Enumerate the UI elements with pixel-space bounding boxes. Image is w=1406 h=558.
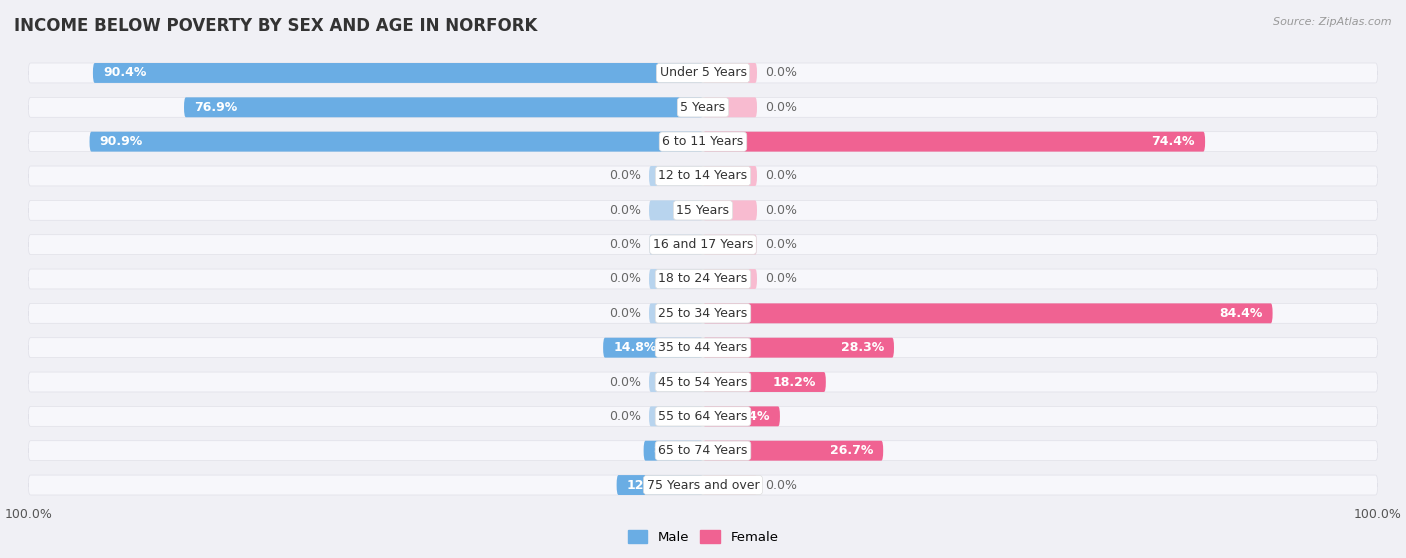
Text: 18.2%: 18.2% bbox=[772, 376, 815, 388]
Text: 25 to 34 Years: 25 to 34 Years bbox=[658, 307, 748, 320]
FancyBboxPatch shape bbox=[650, 372, 703, 392]
Text: 84.4%: 84.4% bbox=[1219, 307, 1263, 320]
Text: 0.0%: 0.0% bbox=[609, 307, 641, 320]
FancyBboxPatch shape bbox=[28, 132, 1378, 152]
FancyBboxPatch shape bbox=[28, 269, 1378, 289]
FancyBboxPatch shape bbox=[28, 304, 1378, 323]
Text: 65 to 74 Years: 65 to 74 Years bbox=[658, 444, 748, 457]
Text: Under 5 Years: Under 5 Years bbox=[659, 66, 747, 79]
FancyBboxPatch shape bbox=[650, 304, 703, 323]
Text: Source: ZipAtlas.com: Source: ZipAtlas.com bbox=[1274, 17, 1392, 27]
Text: 90.4%: 90.4% bbox=[103, 66, 146, 79]
Text: 16 and 17 Years: 16 and 17 Years bbox=[652, 238, 754, 251]
FancyBboxPatch shape bbox=[28, 63, 1378, 83]
Text: 15 Years: 15 Years bbox=[676, 204, 730, 217]
FancyBboxPatch shape bbox=[28, 372, 1378, 392]
FancyBboxPatch shape bbox=[703, 475, 756, 495]
Text: 6 to 11 Years: 6 to 11 Years bbox=[662, 135, 744, 148]
FancyBboxPatch shape bbox=[28, 338, 1378, 358]
FancyBboxPatch shape bbox=[28, 406, 1378, 426]
FancyBboxPatch shape bbox=[28, 200, 1378, 220]
Text: 74.4%: 74.4% bbox=[1152, 135, 1195, 148]
Text: 0.0%: 0.0% bbox=[765, 101, 797, 114]
FancyBboxPatch shape bbox=[28, 475, 1378, 495]
FancyBboxPatch shape bbox=[650, 269, 703, 289]
FancyBboxPatch shape bbox=[703, 97, 756, 117]
FancyBboxPatch shape bbox=[650, 200, 703, 220]
Text: 0.0%: 0.0% bbox=[765, 204, 797, 217]
FancyBboxPatch shape bbox=[650, 235, 703, 254]
Text: 11.4%: 11.4% bbox=[727, 410, 770, 423]
Text: 12.8%: 12.8% bbox=[627, 479, 671, 492]
Legend: Male, Female: Male, Female bbox=[623, 525, 783, 549]
Text: 0.0%: 0.0% bbox=[765, 170, 797, 182]
Text: 0.0%: 0.0% bbox=[609, 410, 641, 423]
Text: 0.0%: 0.0% bbox=[609, 272, 641, 286]
FancyBboxPatch shape bbox=[703, 441, 883, 461]
FancyBboxPatch shape bbox=[184, 97, 703, 117]
FancyBboxPatch shape bbox=[28, 235, 1378, 254]
FancyBboxPatch shape bbox=[28, 166, 1378, 186]
FancyBboxPatch shape bbox=[703, 304, 1272, 323]
FancyBboxPatch shape bbox=[703, 269, 756, 289]
Text: 18 to 24 Years: 18 to 24 Years bbox=[658, 272, 748, 286]
Text: 35 to 44 Years: 35 to 44 Years bbox=[658, 341, 748, 354]
Text: INCOME BELOW POVERTY BY SEX AND AGE IN NORFORK: INCOME BELOW POVERTY BY SEX AND AGE IN N… bbox=[14, 17, 537, 35]
Text: 0.0%: 0.0% bbox=[765, 66, 797, 79]
FancyBboxPatch shape bbox=[644, 441, 703, 461]
Text: 26.7%: 26.7% bbox=[830, 444, 873, 457]
Text: 0.0%: 0.0% bbox=[609, 170, 641, 182]
Text: 76.9%: 76.9% bbox=[194, 101, 238, 114]
Text: 0.0%: 0.0% bbox=[765, 479, 797, 492]
FancyBboxPatch shape bbox=[703, 63, 756, 83]
FancyBboxPatch shape bbox=[93, 63, 703, 83]
FancyBboxPatch shape bbox=[703, 200, 756, 220]
Text: 0.0%: 0.0% bbox=[609, 204, 641, 217]
Text: 75 Years and over: 75 Years and over bbox=[647, 479, 759, 492]
FancyBboxPatch shape bbox=[703, 166, 756, 186]
Text: 5 Years: 5 Years bbox=[681, 101, 725, 114]
Text: 28.3%: 28.3% bbox=[841, 341, 884, 354]
FancyBboxPatch shape bbox=[28, 441, 1378, 461]
Text: 0.0%: 0.0% bbox=[609, 238, 641, 251]
FancyBboxPatch shape bbox=[90, 132, 703, 152]
FancyBboxPatch shape bbox=[703, 132, 1205, 152]
Text: 8.8%: 8.8% bbox=[654, 444, 688, 457]
FancyBboxPatch shape bbox=[617, 475, 703, 495]
Text: 0.0%: 0.0% bbox=[609, 376, 641, 388]
Text: 90.9%: 90.9% bbox=[100, 135, 143, 148]
FancyBboxPatch shape bbox=[603, 338, 703, 358]
FancyBboxPatch shape bbox=[28, 97, 1378, 117]
Text: 14.8%: 14.8% bbox=[613, 341, 657, 354]
FancyBboxPatch shape bbox=[650, 406, 703, 426]
Text: 45 to 54 Years: 45 to 54 Years bbox=[658, 376, 748, 388]
Text: 0.0%: 0.0% bbox=[765, 272, 797, 286]
FancyBboxPatch shape bbox=[703, 406, 780, 426]
Text: 12 to 14 Years: 12 to 14 Years bbox=[658, 170, 748, 182]
Text: 55 to 64 Years: 55 to 64 Years bbox=[658, 410, 748, 423]
FancyBboxPatch shape bbox=[703, 372, 825, 392]
Text: 0.0%: 0.0% bbox=[765, 238, 797, 251]
FancyBboxPatch shape bbox=[703, 235, 756, 254]
FancyBboxPatch shape bbox=[703, 338, 894, 358]
FancyBboxPatch shape bbox=[650, 166, 703, 186]
